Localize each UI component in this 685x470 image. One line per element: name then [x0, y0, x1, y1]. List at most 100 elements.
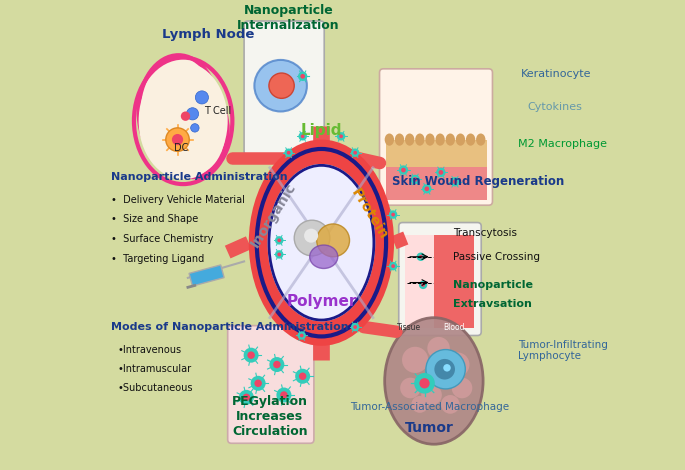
Circle shape — [295, 369, 310, 384]
Circle shape — [445, 352, 469, 377]
Text: •  Targeting Ligand: • Targeting Ligand — [110, 254, 203, 264]
Circle shape — [426, 350, 465, 389]
Ellipse shape — [316, 224, 349, 257]
Ellipse shape — [425, 133, 435, 146]
Circle shape — [277, 238, 281, 242]
Text: Nanoparticle
Internalization: Nanoparticle Internalization — [237, 4, 340, 32]
Text: Tumor-Associated Macrophage: Tumor-Associated Macrophage — [349, 402, 509, 412]
Ellipse shape — [310, 245, 338, 268]
Circle shape — [337, 132, 345, 141]
Circle shape — [181, 111, 190, 121]
Circle shape — [277, 252, 281, 256]
Ellipse shape — [249, 140, 394, 346]
Circle shape — [410, 175, 420, 184]
Text: Blood: Blood — [443, 323, 465, 332]
Ellipse shape — [436, 133, 445, 146]
Circle shape — [299, 132, 307, 141]
Circle shape — [389, 262, 397, 270]
Circle shape — [353, 325, 357, 329]
Ellipse shape — [138, 55, 219, 168]
Ellipse shape — [385, 133, 394, 146]
Ellipse shape — [269, 165, 374, 320]
Circle shape — [297, 331, 306, 340]
Circle shape — [391, 264, 395, 268]
Text: Protein: Protein — [349, 187, 391, 243]
Circle shape — [389, 211, 397, 219]
Circle shape — [351, 149, 360, 157]
Text: Passive Crossing: Passive Crossing — [453, 252, 540, 262]
Text: Inorganic: Inorganic — [248, 180, 299, 250]
Text: T Cell: T Cell — [204, 107, 232, 117]
Circle shape — [453, 180, 458, 184]
Circle shape — [438, 170, 443, 175]
FancyBboxPatch shape — [399, 222, 482, 336]
Ellipse shape — [466, 133, 475, 146]
Circle shape — [239, 390, 254, 405]
Polygon shape — [189, 265, 224, 286]
Circle shape — [300, 74, 305, 78]
Circle shape — [412, 396, 428, 413]
Bar — [386, 140, 487, 187]
Circle shape — [304, 228, 318, 243]
Circle shape — [436, 168, 446, 177]
Text: Modes of Nanoparticle Administration: Modes of Nanoparticle Administration — [110, 322, 348, 332]
FancyBboxPatch shape — [227, 326, 314, 443]
Circle shape — [269, 357, 284, 372]
Ellipse shape — [446, 133, 455, 146]
Circle shape — [400, 378, 421, 398]
Circle shape — [254, 380, 262, 387]
Circle shape — [401, 168, 406, 172]
Ellipse shape — [405, 133, 414, 146]
Circle shape — [195, 91, 208, 104]
Circle shape — [166, 128, 189, 151]
Text: PEGylation
Increases
Circulation: PEGylation Increases Circulation — [232, 395, 308, 438]
Circle shape — [451, 378, 473, 398]
Circle shape — [298, 71, 308, 81]
Circle shape — [419, 255, 423, 258]
Bar — [405, 235, 434, 328]
Text: Extravsation: Extravsation — [453, 298, 532, 309]
Ellipse shape — [254, 60, 307, 111]
Text: Tissue: Tissue — [397, 323, 421, 332]
Circle shape — [275, 250, 284, 258]
Text: •Intravenous: •Intravenous — [118, 345, 182, 355]
Text: •  Surface Chemistry: • Surface Chemistry — [110, 234, 213, 244]
Ellipse shape — [138, 62, 227, 180]
Circle shape — [273, 361, 281, 368]
Circle shape — [416, 252, 425, 261]
Text: Transcytosis: Transcytosis — [453, 228, 516, 238]
Circle shape — [413, 177, 417, 182]
Circle shape — [284, 149, 292, 157]
Text: •  Delivery Vehicle Material: • Delivery Vehicle Material — [110, 195, 245, 204]
Circle shape — [301, 134, 305, 138]
Ellipse shape — [415, 133, 425, 146]
Circle shape — [277, 387, 291, 402]
Circle shape — [402, 347, 428, 373]
Circle shape — [299, 373, 306, 380]
Text: Cytokines: Cytokines — [527, 102, 582, 112]
Circle shape — [419, 281, 427, 289]
Circle shape — [441, 395, 460, 414]
Circle shape — [353, 151, 357, 155]
Text: Nanoparticle: Nanoparticle — [453, 280, 533, 290]
Ellipse shape — [456, 133, 465, 146]
Text: Tumor-Infiltrating
Lymphocyte: Tumor-Infiltrating Lymphocyte — [519, 340, 608, 361]
Circle shape — [450, 177, 460, 187]
Circle shape — [172, 134, 183, 145]
Text: M2 Macrophage: M2 Macrophage — [519, 139, 607, 149]
Circle shape — [422, 184, 432, 194]
Circle shape — [351, 323, 360, 331]
Ellipse shape — [385, 318, 483, 444]
Circle shape — [269, 73, 295, 98]
Ellipse shape — [268, 164, 375, 321]
FancyBboxPatch shape — [244, 21, 324, 155]
Circle shape — [275, 236, 284, 244]
Text: DC: DC — [173, 142, 188, 153]
Circle shape — [280, 391, 288, 399]
Circle shape — [190, 124, 199, 132]
Circle shape — [247, 352, 255, 359]
Ellipse shape — [295, 220, 330, 256]
Circle shape — [399, 165, 408, 175]
Bar — [434, 235, 474, 328]
Circle shape — [300, 334, 303, 337]
